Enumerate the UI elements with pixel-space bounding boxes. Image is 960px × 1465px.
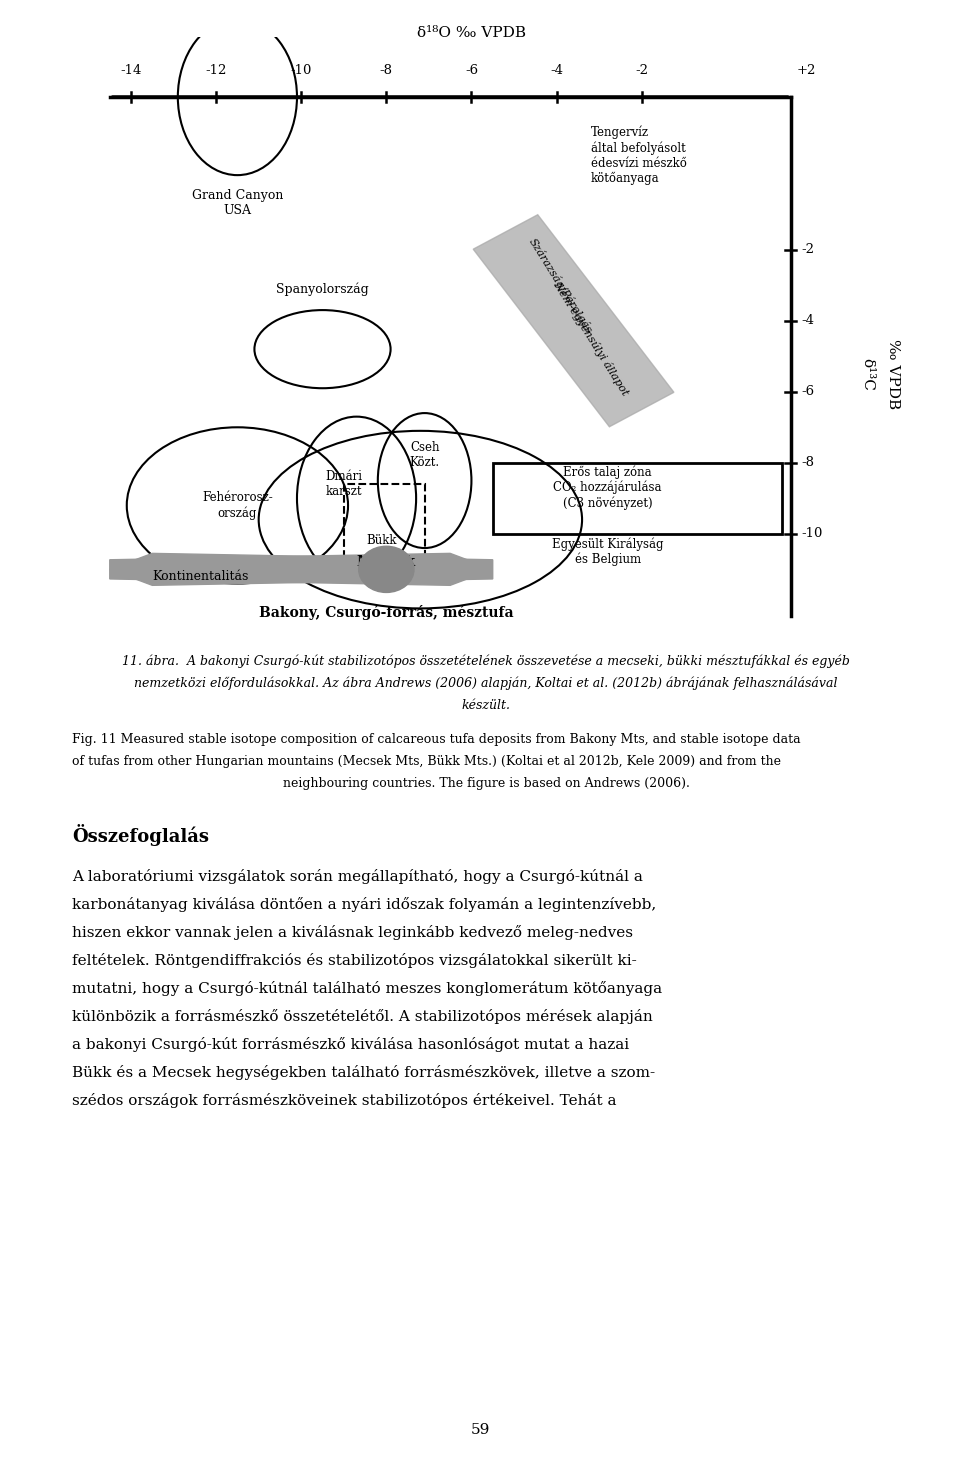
Bar: [492, 463, 782, 533]
Text: 59: 59: [470, 1423, 490, 1437]
Text: Összefoglalás: Összefoglalás: [72, 823, 209, 845]
Text: Bükk és a Mecsek hegységekben található forrásmészkövek, illetve a szom-: Bükk és a Mecsek hegységekben található …: [72, 1065, 655, 1080]
Text: -8: -8: [802, 456, 814, 469]
Text: Egyesült Királyság
és Belgium: Egyesült Királyság és Belgium: [552, 538, 663, 565]
Text: -2: -2: [802, 243, 814, 256]
Text: -4: -4: [550, 64, 564, 78]
Text: nemzetközi előfordulásokkal. Az ábra Andrews (2006) alapján, Koltai et al. (2012: nemzetközi előfordulásokkal. Az ábra And…: [134, 677, 838, 690]
Text: 11. ábra.  A bakonyi Csurgó-kút stabilizotópos összetételének összevetése a mecs: 11. ábra. A bakonyi Csurgó-kút stabilizo…: [122, 655, 850, 668]
Bar: [344, 483, 424, 576]
Text: feltételek. Röntgendiffrakciós és stabilizotópos vizsgálatokkal sikerült ki-: feltételek. Röntgendiffrakciós és stabil…: [72, 954, 636, 968]
Text: Tengervíz
által befolyásolt
édesvízi mészkő
kötőanyaga: Tengervíz által befolyásolt édesvízi més…: [590, 126, 686, 185]
Text: -6: -6: [465, 64, 478, 78]
Text: különbözik a forrásmészkő összetételétől. A stabilizotópos mérések alapján: különbözik a forrásmészkő összetételétől…: [72, 1009, 653, 1024]
Text: a bakonyi Csurgó-kút forrásmészkő kiválása hasonlóságot mutat a hazai: a bakonyi Csurgó-kút forrásmészkő kiválá…: [72, 1037, 629, 1052]
Polygon shape: [473, 215, 674, 426]
Text: Mecsek: Mecsek: [357, 555, 416, 570]
Text: mutatni, hogy a Csurgó-kútnál található meszes konglomerátum kötőanyaga: mutatni, hogy a Csurgó-kútnál található …: [72, 982, 662, 996]
Polygon shape: [109, 554, 492, 586]
Text: karbonátanyag kiválása döntően a nyári időszak folyamán a legintenzívebb,: karbonátanyag kiválása döntően a nyári i…: [72, 897, 657, 913]
Text: Cseh
Közt.: Cseh Közt.: [410, 441, 440, 469]
Text: hiszen ekkor vannak jelen a kiválásnak leginkább kedvező meleg-nedves: hiszen ekkor vannak jelen a kiválásnak l…: [72, 924, 633, 941]
Text: Fig. 11 Measured stable isotope composition of calcareous tufa deposits from Bak: Fig. 11 Measured stable isotope composit…: [72, 732, 801, 746]
Polygon shape: [109, 554, 492, 586]
Text: készült.: készült.: [462, 699, 511, 712]
Text: Grand Canyon
USA: Grand Canyon USA: [192, 189, 283, 217]
Text: -6: -6: [802, 385, 814, 398]
Text: -2: -2: [636, 64, 648, 78]
Text: -14: -14: [120, 64, 142, 78]
Text: Bükk: Bükk: [367, 535, 397, 548]
Text: -8: -8: [380, 64, 393, 78]
Text: Nem-egyensúlyi állapot: Nem-egyensúlyi állapot: [551, 280, 631, 397]
Text: Erős talaj zóna
CO₂ hozzájárulása
(C3 növényzet): Erős talaj zóna CO₂ hozzájárulása (C3 nö…: [553, 466, 661, 510]
Circle shape: [359, 546, 414, 592]
Text: δ¹³C: δ¹³C: [860, 357, 875, 391]
Text: Kontinentalitás: Kontinentalitás: [153, 570, 249, 583]
Text: +2: +2: [797, 64, 816, 78]
Text: Bakony, Csurgó-forrás, mésztufa: Bakony, Csurgó-forrás, mésztufa: [259, 605, 514, 620]
Text: A laboratóriumi vizsgálatok során megállapítható, hogy a Csurgó-kútnál a: A laboratóriumi vizsgálatok során megáll…: [72, 869, 643, 883]
Text: δ¹⁸O ‰ VPDB: δ¹⁸O ‰ VPDB: [417, 26, 526, 40]
Text: ‰ VPDB: ‰ VPDB: [886, 338, 900, 409]
Text: Szárazság/Párolgás: Szárazság/Párolgás: [527, 236, 594, 335]
Text: Dinári
karszt: Dinári karszt: [325, 470, 362, 498]
Text: -10: -10: [291, 64, 312, 78]
Text: -4: -4: [802, 315, 814, 327]
Text: neighbouring countries. The figure is based on Andrews (2006).: neighbouring countries. The figure is ba…: [282, 776, 689, 790]
Text: Fehérorosz-
ország: Fehérorosz- ország: [202, 491, 273, 520]
Text: szédos országok forrásmészköveinek stabilizotópos értékeivel. Tehát a: szédos országok forrásmészköveinek stabi…: [72, 1093, 616, 1108]
Text: of tufas from other Hungarian mountains (Mecsek Mts, Bükk Mts.) (Koltai et al 20: of tufas from other Hungarian mountains …: [72, 754, 781, 768]
Text: Spanyolország: Spanyolország: [276, 283, 369, 296]
Text: -10: -10: [802, 527, 823, 541]
Text: -12: -12: [205, 64, 227, 78]
